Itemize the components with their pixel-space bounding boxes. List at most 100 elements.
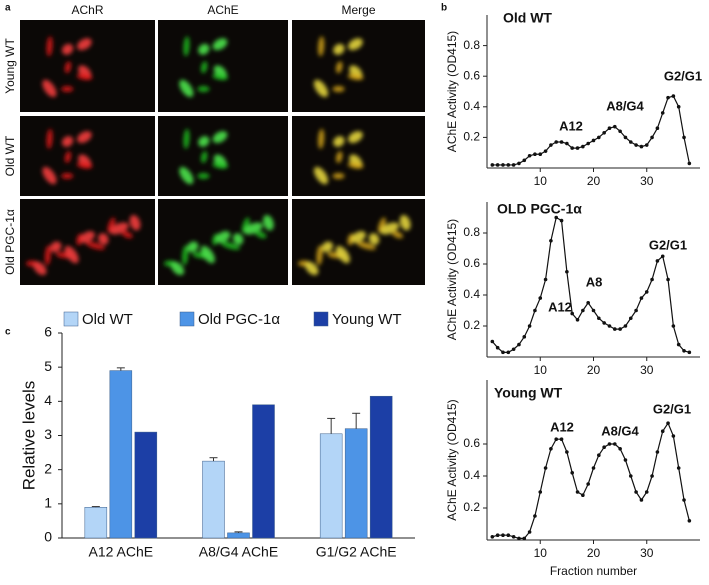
- point: [660, 111, 665, 115]
- blob: [200, 151, 208, 163]
- legend-swatch: [313, 311, 329, 327]
- point: [639, 498, 644, 502]
- point: [565, 141, 569, 146]
- point: [639, 144, 644, 149]
- blob: [351, 231, 366, 244]
- fluorescence: [313, 128, 364, 185]
- blob: [391, 230, 404, 239]
- blob: [316, 245, 323, 266]
- point: [538, 296, 543, 300]
- x-tick-label: 30: [640, 546, 654, 560]
- blob: [200, 61, 208, 74]
- point: [628, 316, 633, 321]
- blob: [212, 162, 229, 169]
- point: [591, 138, 596, 143]
- blob: [46, 36, 53, 57]
- point: [655, 259, 660, 263]
- point: [591, 308, 596, 313]
- blob: [399, 214, 411, 231]
- point: [650, 277, 654, 282]
- point: [607, 442, 612, 446]
- blob: [183, 36, 190, 57]
- blob: [42, 166, 57, 185]
- x-axis-label: Fraction number: [550, 564, 637, 578]
- error-bar: [234, 531, 243, 533]
- point: [591, 466, 596, 470]
- point: [495, 163, 500, 167]
- bar: [252, 404, 275, 539]
- x-tick-label: 30: [640, 363, 654, 377]
- blob: [182, 245, 189, 266]
- point: [511, 163, 516, 167]
- y-tick-label: 3: [44, 426, 52, 442]
- fluorescence: [42, 36, 93, 98]
- blob: [107, 217, 116, 233]
- micrograph: [20, 20, 155, 112]
- bar: [369, 395, 393, 539]
- point: [533, 308, 537, 313]
- annotation: A8/G4: [601, 423, 639, 438]
- y-tick-label: 0.4: [463, 287, 480, 301]
- annotation: A12: [550, 419, 574, 434]
- point: [575, 318, 580, 322]
- blob: [347, 73, 364, 80]
- bar: [84, 507, 108, 539]
- y-tick-label: 0.4: [463, 99, 480, 113]
- blob: [85, 241, 106, 250]
- legend-swatch: [179, 311, 195, 327]
- point: [607, 126, 612, 131]
- annotation: G2/G1: [653, 401, 691, 416]
- annotation: G2/G1: [664, 68, 702, 83]
- fluorescence: [164, 214, 274, 276]
- blob: [61, 43, 74, 55]
- line: [491, 216, 690, 353]
- point: [618, 447, 622, 451]
- row-label: Old WT: [3, 135, 17, 176]
- point: [597, 453, 601, 458]
- blob: [77, 38, 92, 51]
- point: [586, 482, 590, 486]
- blob: [313, 166, 329, 185]
- point: [613, 124, 617, 129]
- point: [559, 140, 564, 144]
- blob: [335, 245, 350, 264]
- error-bar: [91, 506, 100, 508]
- point: [676, 342, 681, 347]
- blob: [336, 151, 343, 163]
- point: [597, 316, 601, 321]
- panel-label: c: [5, 327, 11, 338]
- point: [549, 238, 553, 243]
- y-tick-label: 0.2: [463, 318, 480, 332]
- column-header: Merge: [341, 3, 375, 17]
- fluorescence: [298, 214, 411, 276]
- column-header: AChE: [207, 3, 238, 17]
- point: [628, 474, 633, 478]
- blob: [121, 230, 133, 239]
- row-label: Old PGC-1α: [3, 209, 17, 275]
- point: [501, 533, 505, 537]
- blob: [171, 261, 185, 276]
- legend-label: Old PGC-1α: [198, 311, 280, 328]
- point: [687, 161, 692, 166]
- fluorescence: [42, 128, 93, 185]
- line: [492, 95, 690, 166]
- point: [666, 95, 670, 100]
- blob: [336, 61, 343, 74]
- annotation: A12: [548, 299, 572, 314]
- y-tick-label: 0.2: [463, 130, 480, 144]
- micrograph: [158, 20, 288, 112]
- blob: [377, 217, 386, 233]
- blob: [348, 131, 363, 143]
- point: [666, 421, 670, 426]
- point: [639, 296, 644, 300]
- blob: [179, 166, 194, 185]
- blob: [50, 241, 62, 253]
- y-axis-label: AChE Activity (OD415): [445, 31, 459, 152]
- point: [527, 530, 532, 534]
- chart-title: Young WT: [494, 385, 563, 401]
- blob: [255, 230, 267, 239]
- point: [581, 144, 585, 149]
- blob: [76, 73, 93, 80]
- blob: [197, 173, 210, 179]
